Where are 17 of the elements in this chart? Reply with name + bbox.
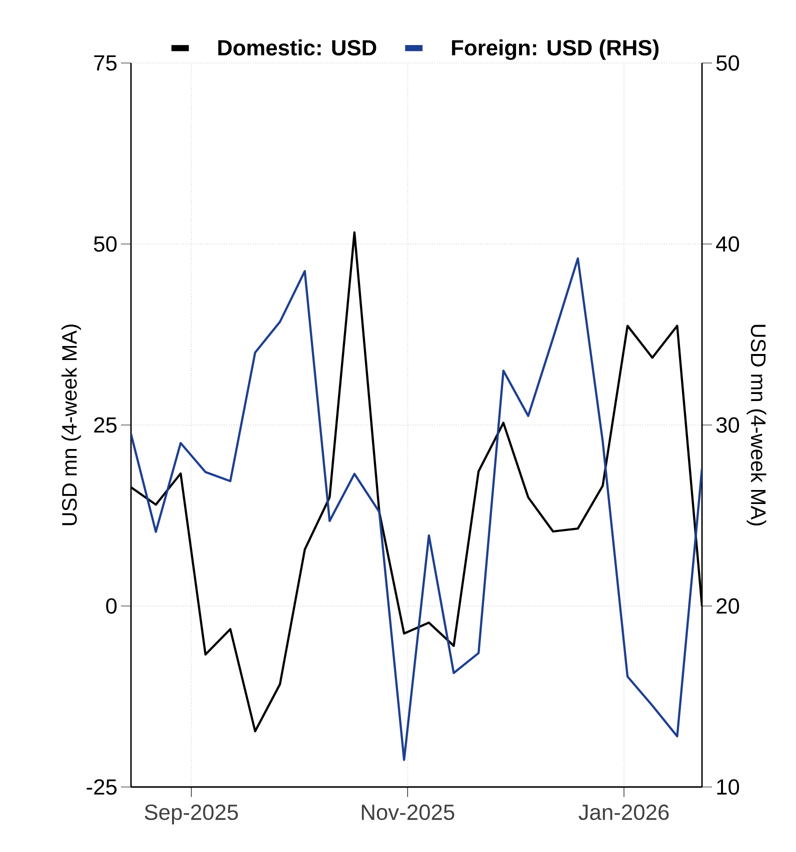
x-tick-label: Sep-2025 xyxy=(144,804,238,824)
legend-label: Foreign: USD (RHS) xyxy=(452,39,658,60)
y-tick-label: 0 xyxy=(106,598,117,614)
y-tick-label: 25 xyxy=(94,417,117,433)
y-tick-label: 50 xyxy=(94,236,117,252)
x-tick-label: Nov-2025 xyxy=(362,804,454,820)
legend-label: Domestic: USD xyxy=(218,39,376,56)
y2-tick-label: 40 xyxy=(716,236,740,252)
y-axis-title: USD mn (4-week MA) xyxy=(61,324,81,526)
y-tick-label: -25 xyxy=(86,779,117,795)
y2-tick-label: 50 xyxy=(716,55,740,71)
y2-tick-label: 10 xyxy=(717,779,740,795)
y2-axis-title: USD mn (4-week MA) xyxy=(746,324,766,526)
y-tick-label: 75 xyxy=(94,55,117,71)
y2-tick-label: 30 xyxy=(716,417,740,433)
x-tick-label: Jan-2026 xyxy=(578,804,669,820)
y2-tick-label: 20 xyxy=(716,598,740,614)
